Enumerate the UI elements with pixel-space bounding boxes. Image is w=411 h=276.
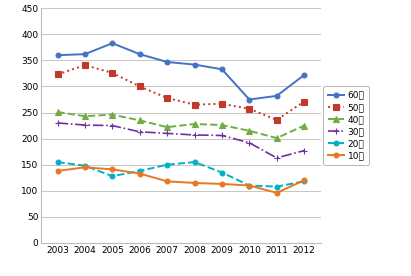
20대 [192,160,197,164]
10대 [83,166,88,169]
40대 [302,124,307,127]
40대 [274,136,279,140]
60대 [302,73,307,77]
10대 [192,181,197,185]
Line: 20대: 20대 [55,160,307,189]
20대 [110,174,115,178]
60대 [274,94,279,97]
30대 [137,130,142,134]
40대 [137,119,142,122]
10대 [165,180,170,183]
10대 [302,179,307,182]
40대 [83,115,88,118]
40대 [219,123,224,127]
Line: 40대: 40대 [55,109,307,141]
20대 [274,185,279,188]
Line: 30대: 30대 [54,120,307,161]
60대 [83,52,88,56]
30대 [165,132,170,135]
60대 [165,60,170,64]
30대 [192,133,197,137]
50대 [55,73,60,76]
60대 [247,98,252,101]
20대 [302,180,307,183]
60대 [137,52,142,56]
40대 [55,110,60,114]
30대 [274,156,279,160]
20대 [55,160,60,164]
10대 [110,168,115,171]
60대 [110,42,115,45]
Legend: 60대, 50대, 40대, 30대, 20대, 10대: 60대, 50대, 40대, 30대, 20대, 10대 [323,86,369,165]
60대 [55,54,60,57]
50대 [83,63,88,67]
30대 [247,141,252,144]
60대 [219,68,224,71]
30대 [55,121,60,125]
40대 [192,122,197,126]
30대 [219,134,224,137]
50대 [110,71,115,75]
50대 [219,102,224,105]
20대 [165,163,170,166]
20대 [83,164,88,167]
10대 [137,172,142,175]
50대 [192,103,197,106]
20대 [219,171,224,174]
60대 [192,63,197,66]
50대 [274,118,279,121]
10대 [247,184,252,187]
50대 [247,107,252,111]
40대 [110,113,115,116]
50대 [302,100,307,103]
10대 [55,169,60,172]
20대 [247,184,252,187]
50대 [165,96,170,100]
40대 [247,129,252,132]
50대 [137,85,142,88]
10대 [219,182,224,186]
Line: 60대: 60대 [55,41,307,102]
Line: 10대: 10대 [55,165,307,195]
Line: 50대: 50대 [55,62,307,123]
30대 [302,149,307,152]
30대 [83,123,88,127]
30대 [110,124,115,127]
40대 [165,126,170,129]
20대 [137,169,142,172]
10대 [274,191,279,195]
